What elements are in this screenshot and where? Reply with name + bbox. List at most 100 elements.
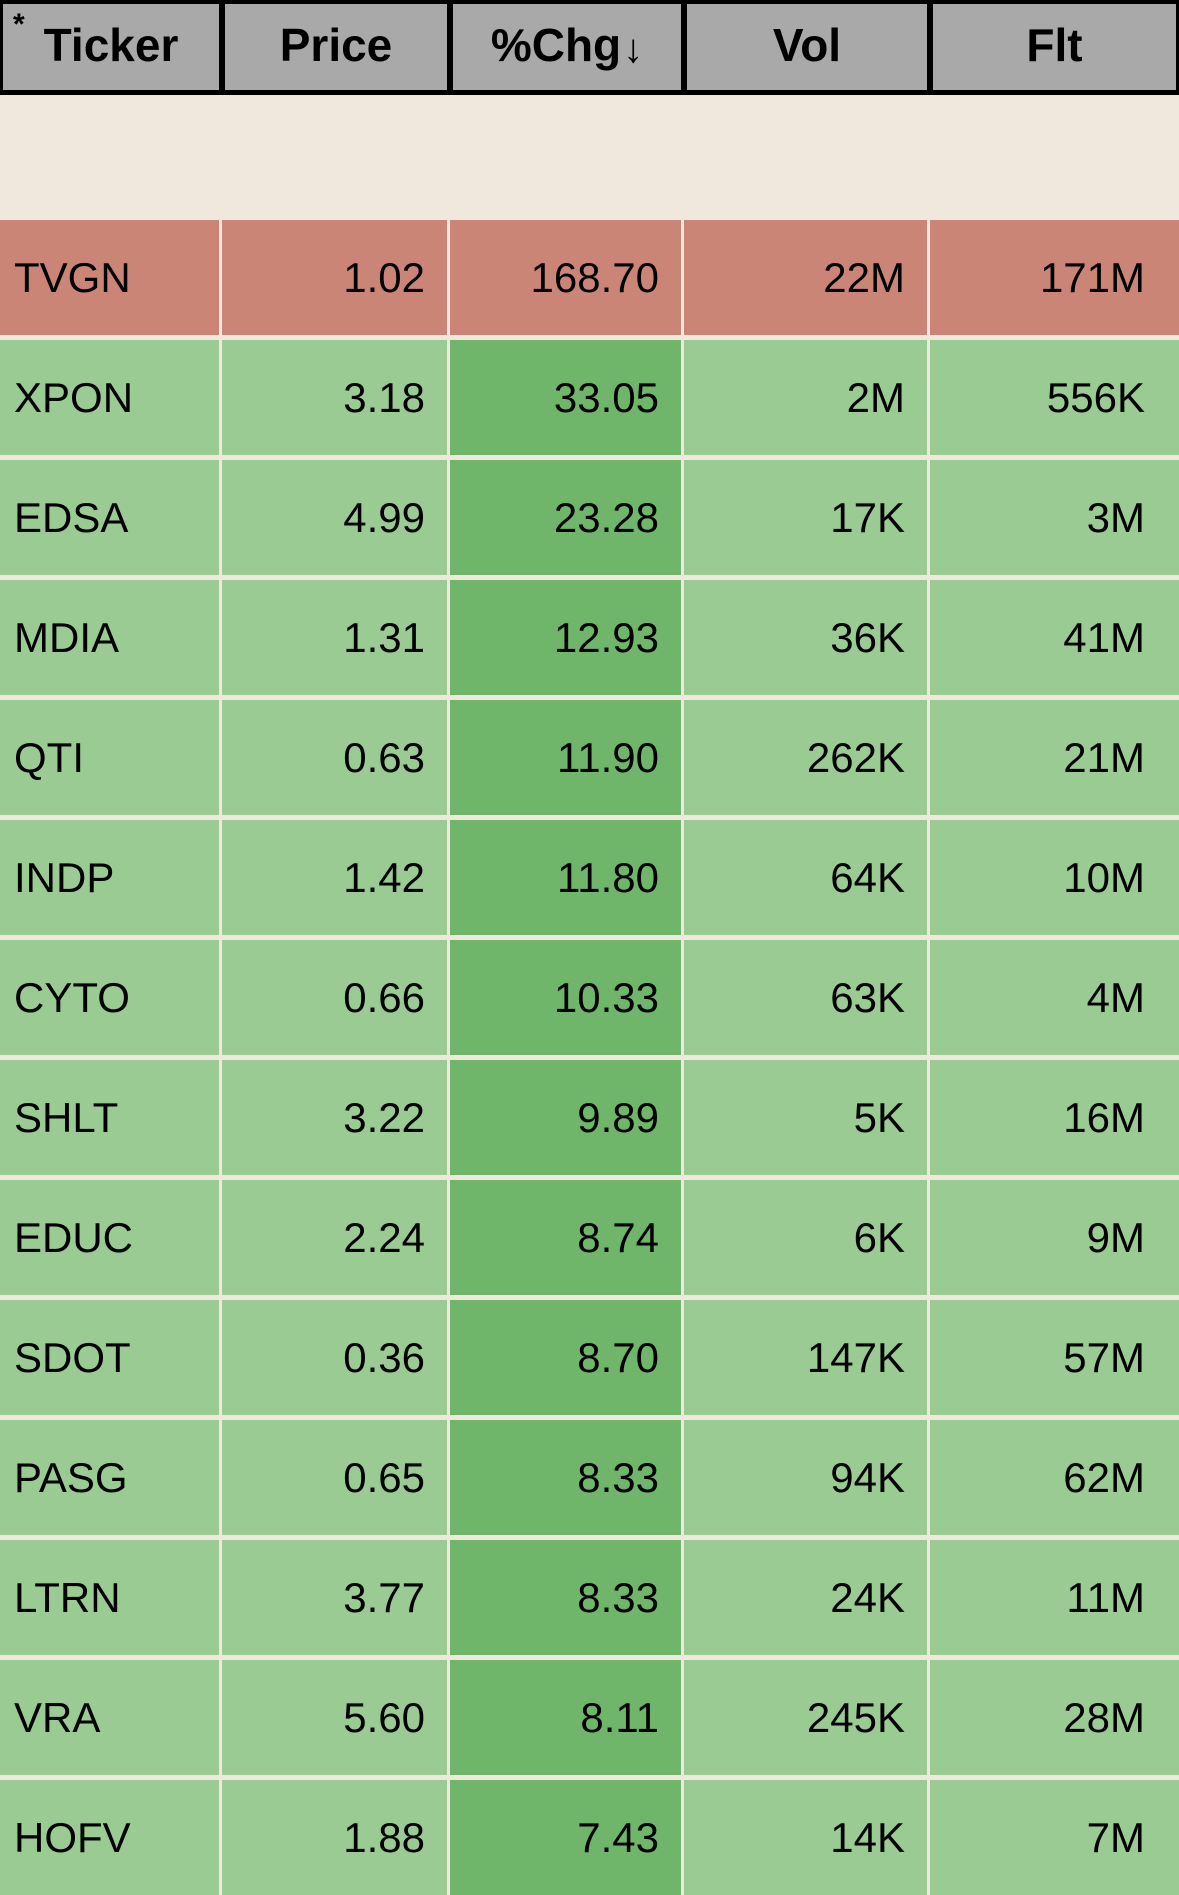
cell-vol: 245K (684, 1655, 930, 1775)
cell-flt: 4M (930, 935, 1179, 1055)
cell-price: 0.63 (222, 695, 450, 815)
cell-flt: 16M (930, 1055, 1179, 1175)
column-header-price[interactable]: Price (222, 0, 450, 95)
column-header-label: Ticker (44, 19, 179, 71)
cell-ticker: CYTO (0, 935, 222, 1055)
table-row[interactable]: EDUC2.248.746K9M (0, 1175, 1179, 1295)
cell-ticker: VRA (0, 1655, 222, 1775)
cell-price: 1.31 (222, 575, 450, 695)
cell-vol: 262K (684, 695, 930, 815)
cell-chg: 8.33 (450, 1535, 684, 1655)
table-row[interactable]: TVGN1.02168.7022M171M (0, 215, 1179, 335)
cell-chg: 168.70 (450, 215, 684, 335)
column-header-label: %Chg (491, 19, 621, 71)
cell-flt: 556K (930, 335, 1179, 455)
cell-flt: 57M (930, 1295, 1179, 1415)
table-row[interactable]: SHLT3.229.895K16M (0, 1055, 1179, 1175)
cell-vol: 6K (684, 1175, 930, 1295)
sort-descending-icon: ↓ (623, 29, 643, 69)
cell-price: 0.66 (222, 935, 450, 1055)
cell-flt: 171M (930, 215, 1179, 335)
table-row[interactable]: HOFV1.887.4314K7M (0, 1775, 1179, 1895)
cell-vol: 63K (684, 935, 930, 1055)
table-row[interactable]: VRA5.608.11245K28M (0, 1655, 1179, 1775)
table-row[interactable]: CYTO0.6610.3363K4M (0, 935, 1179, 1055)
cell-ticker: LTRN (0, 1535, 222, 1655)
cell-vol: 5K (684, 1055, 930, 1175)
cell-price: 0.65 (222, 1415, 450, 1535)
cell-ticker: PASG (0, 1415, 222, 1535)
cell-chg: 33.05 (450, 335, 684, 455)
column-header-ticker[interactable]: * Ticker (0, 0, 222, 95)
cell-flt: 62M (930, 1415, 1179, 1535)
cell-ticker: EDSA (0, 455, 222, 575)
filter-asterisk-icon: * (13, 8, 25, 42)
table-row[interactable]: LTRN3.778.3324K11M (0, 1535, 1179, 1655)
cell-flt: 21M (930, 695, 1179, 815)
table-header: * Ticker Price %Chg↓ Vol Flt (0, 0, 1179, 95)
cell-flt: 11M (930, 1535, 1179, 1655)
cell-chg: 23.28 (450, 455, 684, 575)
cell-ticker: XPON (0, 335, 222, 455)
cell-price: 5.60 (222, 1655, 450, 1775)
column-header-label: Price (280, 19, 393, 71)
cell-price: 1.42 (222, 815, 450, 935)
cell-ticker: MDIA (0, 575, 222, 695)
cell-price: 4.99 (222, 455, 450, 575)
cell-flt: 28M (930, 1655, 1179, 1775)
cell-flt: 7M (930, 1775, 1179, 1895)
column-header-label: Flt (1026, 19, 1082, 71)
cell-chg: 8.11 (450, 1655, 684, 1775)
cell-price: 3.77 (222, 1535, 450, 1655)
cell-ticker: EDUC (0, 1175, 222, 1295)
cell-ticker: SDOT (0, 1295, 222, 1415)
cell-vol: 14K (684, 1775, 930, 1895)
table-row[interactable]: QTI0.6311.90262K21M (0, 695, 1179, 815)
column-header-volume[interactable]: Vol (684, 0, 930, 95)
cell-vol: 24K (684, 1535, 930, 1655)
cell-flt: 3M (930, 455, 1179, 575)
cell-ticker: SHLT (0, 1055, 222, 1175)
cell-chg: 10.33 (450, 935, 684, 1055)
cell-flt: 41M (930, 575, 1179, 695)
table-row[interactable]: PASG0.658.3394K62M (0, 1415, 1179, 1535)
cell-price: 3.18 (222, 335, 450, 455)
cell-price: 1.02 (222, 215, 450, 335)
cell-flt: 10M (930, 815, 1179, 935)
table-row[interactable]: MDIA1.3112.9336K41M (0, 575, 1179, 695)
cell-vol: 17K (684, 455, 930, 575)
table-row[interactable]: EDSA4.9923.2817K3M (0, 455, 1179, 575)
cell-flt: 9M (930, 1175, 1179, 1295)
column-header-float[interactable]: Flt (930, 0, 1179, 95)
cell-ticker: HOFV (0, 1775, 222, 1895)
cell-vol: 147K (684, 1295, 930, 1415)
cell-price: 3.22 (222, 1055, 450, 1175)
cell-vol: 36K (684, 575, 930, 695)
cell-price: 1.88 (222, 1775, 450, 1895)
table-body: TVGN1.02168.7022M171MXPON3.1833.052M556K… (0, 95, 1179, 1895)
cell-price: 2.24 (222, 1175, 450, 1295)
cell-price: 0.36 (222, 1295, 450, 1415)
cell-chg: 7.43 (450, 1775, 684, 1895)
cell-vol: 64K (684, 815, 930, 935)
cell-ticker: TVGN (0, 215, 222, 335)
cell-chg: 11.80 (450, 815, 684, 935)
cell-vol: 22M (684, 215, 930, 335)
stock-screener-table: * Ticker Price %Chg↓ Vol Flt TVGN1.02168… (0, 0, 1179, 1895)
cell-vol: 2M (684, 335, 930, 455)
cell-ticker: QTI (0, 695, 222, 815)
cell-ticker: INDP (0, 815, 222, 935)
cell-chg: 9.89 (450, 1055, 684, 1175)
cell-vol: 94K (684, 1415, 930, 1535)
cell-chg: 8.74 (450, 1175, 684, 1295)
column-header-label: Vol (773, 19, 841, 71)
table-row[interactable]: SDOT0.368.70147K57M (0, 1295, 1179, 1415)
table-row[interactable]: XPON3.1833.052M556K (0, 335, 1179, 455)
table-row[interactable]: INDP1.4211.8064K10M (0, 815, 1179, 935)
column-header-pct-change[interactable]: %Chg↓ (450, 0, 684, 95)
cell-chg: 11.90 (450, 695, 684, 815)
header-body-spacer (0, 95, 1179, 215)
cell-chg: 8.70 (450, 1295, 684, 1415)
cell-chg: 8.33 (450, 1415, 684, 1535)
cell-chg: 12.93 (450, 575, 684, 695)
